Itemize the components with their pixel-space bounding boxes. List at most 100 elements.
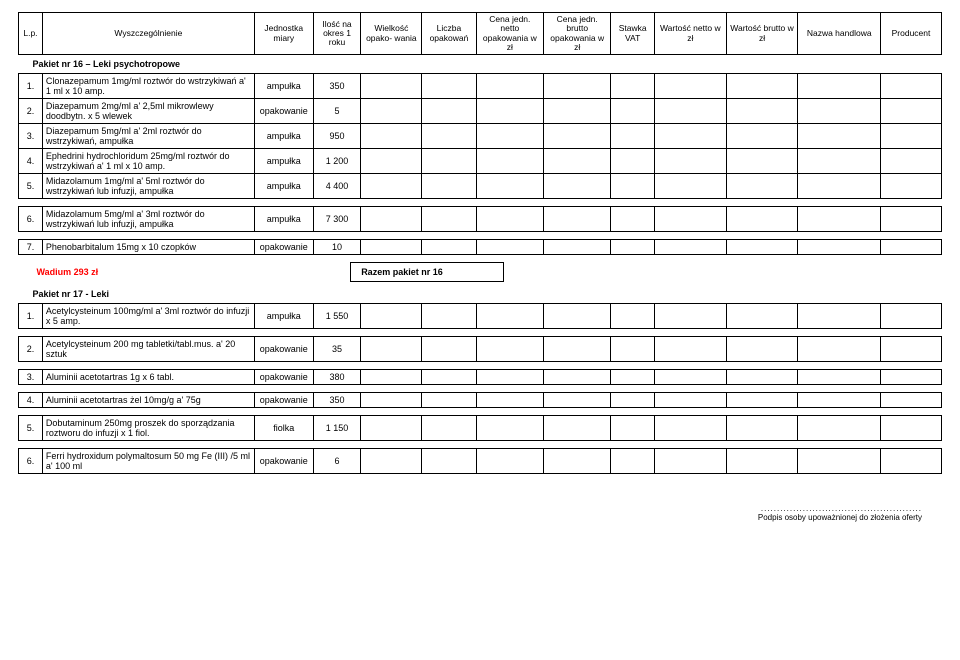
cell-brutto bbox=[544, 337, 611, 362]
cell-netto bbox=[476, 370, 543, 385]
pakiet16-title: Pakiet nr 16 – Leki psychotropowe bbox=[19, 55, 942, 74]
cell-brutto bbox=[544, 124, 611, 149]
cell-name bbox=[798, 74, 881, 99]
cell-netto bbox=[476, 393, 543, 408]
hdr-lp: L.p. bbox=[19, 13, 43, 55]
cell-lp: 5. bbox=[19, 416, 43, 441]
cell-unit: opakowanie bbox=[254, 449, 313, 474]
cell-cnt bbox=[422, 393, 476, 408]
cell-netto bbox=[476, 124, 543, 149]
cell-netto bbox=[476, 240, 543, 255]
cell-qty: 5 bbox=[313, 99, 361, 124]
cell-spec: Phenobarbitalum 15mg x 10 czopków bbox=[42, 240, 254, 255]
cell-valbrut bbox=[726, 149, 798, 174]
cell-brutto bbox=[544, 304, 611, 329]
hdr-cnt: Liczba opakowań bbox=[422, 13, 476, 55]
cell-pkg bbox=[361, 174, 422, 199]
cell-pkg bbox=[361, 124, 422, 149]
cell-unit: ampułka bbox=[254, 124, 313, 149]
cell-netto bbox=[476, 207, 543, 232]
cell-valnet bbox=[654, 99, 726, 124]
cell-lp: 7. bbox=[19, 240, 43, 255]
cell-valbrut bbox=[726, 337, 798, 362]
cell-brutto bbox=[544, 240, 611, 255]
cell-lp: 6. bbox=[19, 449, 43, 474]
cell-pkg bbox=[361, 149, 422, 174]
cell-vat bbox=[611, 449, 654, 474]
cell-pkg bbox=[361, 393, 422, 408]
cell-lp: 5. bbox=[19, 174, 43, 199]
cell-valbrut bbox=[726, 74, 798, 99]
cell-cnt bbox=[422, 174, 476, 199]
cell-unit: opakowanie bbox=[254, 337, 313, 362]
cell-lp: 4. bbox=[19, 149, 43, 174]
cell-name bbox=[798, 449, 881, 474]
cell-prod bbox=[881, 99, 942, 124]
cell-unit: opakowanie bbox=[254, 393, 313, 408]
cell-brutto bbox=[544, 207, 611, 232]
cell-valbrut bbox=[726, 99, 798, 124]
cell-spec: Ferri hydroxidum polymaltosum 50 mg Fe (… bbox=[42, 449, 254, 474]
cell-valnet bbox=[654, 174, 726, 199]
table-row: 5.Dobutaminum 250mg proszek do sporządza… bbox=[19, 416, 942, 441]
cell-prod bbox=[881, 370, 942, 385]
cell-pkg bbox=[361, 449, 422, 474]
cell-brutto bbox=[544, 393, 611, 408]
hdr-netto: Cena jedn. netto opakowania w zł bbox=[476, 13, 543, 55]
cell-cnt bbox=[422, 124, 476, 149]
cell-name bbox=[798, 149, 881, 174]
cell-brutto bbox=[544, 74, 611, 99]
cell-unit: ampułka bbox=[254, 74, 313, 99]
cell-valbrut bbox=[726, 449, 798, 474]
hdr-vat: Stawka VAT bbox=[611, 13, 654, 55]
cell-netto bbox=[476, 74, 543, 99]
cell-cnt bbox=[422, 370, 476, 385]
cell-spec: Aluminii acetotartras żel 10mg/g a' 75g bbox=[42, 393, 254, 408]
cell-prod bbox=[881, 449, 942, 474]
cell-prod bbox=[881, 393, 942, 408]
cell-netto bbox=[476, 149, 543, 174]
cell-name bbox=[798, 393, 881, 408]
cell-unit: fiolka bbox=[254, 416, 313, 441]
cell-qty: 1 200 bbox=[313, 149, 361, 174]
cell-unit: ampułka bbox=[254, 304, 313, 329]
signature-line: ........................................… bbox=[18, 504, 922, 513]
pakiet17-title: Pakiet nr 17 - Leki bbox=[19, 285, 942, 304]
cell-qty: 10 bbox=[313, 240, 361, 255]
cell-qty: 380 bbox=[313, 370, 361, 385]
cell-name bbox=[798, 174, 881, 199]
hdr-valnet: Wartość netto w zł bbox=[654, 13, 726, 55]
cell-netto bbox=[476, 416, 543, 441]
cell-name bbox=[798, 337, 881, 362]
cell-valbrut bbox=[726, 304, 798, 329]
table-row: 4.Aluminii acetotartras żel 10mg/g a' 75… bbox=[19, 393, 942, 408]
cell-qty: 350 bbox=[313, 393, 361, 408]
razem-box: Razem pakiet nr 16 bbox=[350, 262, 504, 282]
footer: ........................................… bbox=[18, 504, 942, 522]
cell-prod bbox=[881, 149, 942, 174]
cell-brutto bbox=[544, 449, 611, 474]
cell-brutto bbox=[544, 370, 611, 385]
cell-spec: Midazolamum 1mg/ml a' 5ml roztwór do wst… bbox=[42, 174, 254, 199]
table-row: 3.Aluminii acetotartras 1g x 6 tabl.opak… bbox=[19, 370, 942, 385]
cell-valbrut bbox=[726, 393, 798, 408]
cell-lp: 1. bbox=[19, 304, 43, 329]
cell-lp: 3. bbox=[19, 370, 43, 385]
cell-valnet bbox=[654, 74, 726, 99]
cell-lp: 1. bbox=[19, 74, 43, 99]
cell-unit: opakowanie bbox=[254, 99, 313, 124]
cell-unit: opakowanie bbox=[254, 240, 313, 255]
cell-lp: 2. bbox=[19, 337, 43, 362]
cell-unit: opakowanie bbox=[254, 370, 313, 385]
cell-qty: 350 bbox=[313, 74, 361, 99]
table-row: 2.Diazepamum 2mg/ml a' 2,5ml mikrowlewy … bbox=[19, 99, 942, 124]
hdr-qty1: Ilość na okres 1 roku bbox=[313, 13, 361, 55]
cell-brutto bbox=[544, 149, 611, 174]
cell-prod bbox=[881, 74, 942, 99]
table-row: 6.Midazolamum 5mg/ml a' 3ml roztwór do w… bbox=[19, 207, 942, 232]
cell-pkg bbox=[361, 207, 422, 232]
cell-qty: 1 150 bbox=[313, 416, 361, 441]
cell-pkg bbox=[361, 240, 422, 255]
cell-pkg bbox=[361, 416, 422, 441]
cell-cnt bbox=[422, 337, 476, 362]
